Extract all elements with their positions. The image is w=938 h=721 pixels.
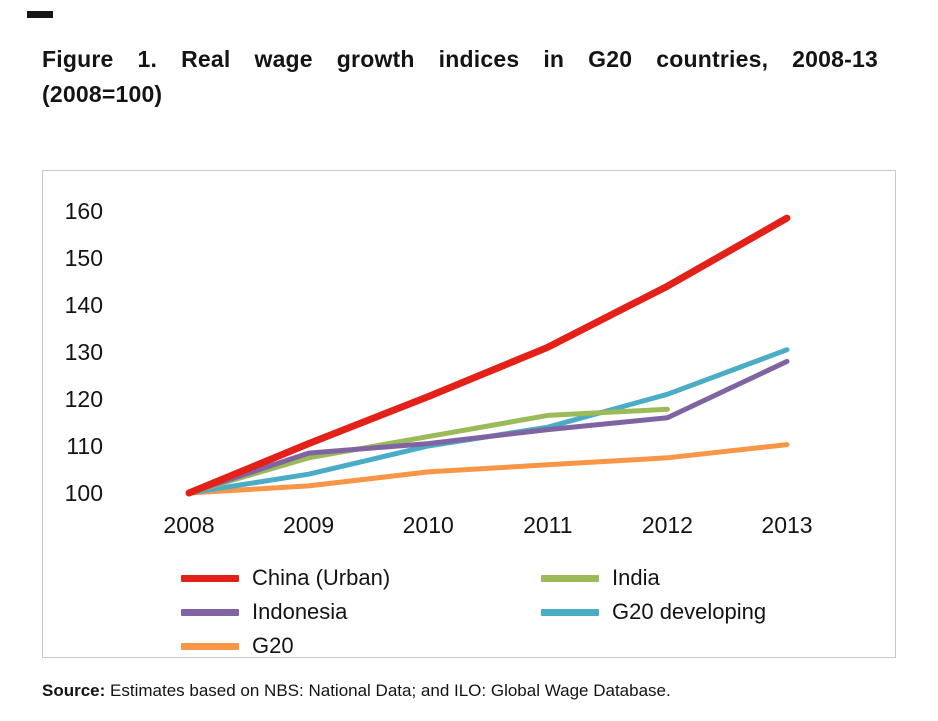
source-text: Estimates based on NBS: National Data; a… [110, 681, 671, 700]
y-tick-label: 130 [65, 339, 103, 365]
y-tick-label: 120 [65, 386, 103, 412]
legend-item-g20: G20 [181, 633, 541, 659]
legend-label-g20-developing: G20 developing [612, 599, 767, 624]
y-tick-label: 140 [65, 292, 103, 318]
series-line-india [186, 406, 670, 496]
legend-label-india: India [612, 565, 660, 590]
legend-item-g20-developing: G20 developing [541, 599, 766, 625]
figure-title-line1: Figure 1. Real wage growth indices in G2… [42, 46, 878, 72]
chart-area: 100 110 120 130 140 150 160 2008 2009 2010 2011 201… [42, 170, 896, 658]
legend-swatch-g20 [181, 642, 239, 650]
line-chart: 100 110 120 130 140 150 160 2008 2009 2010 2011 201… [65, 198, 813, 538]
legend-label-china-urban: China (Urban) [252, 565, 391, 590]
source-note: Source: Estimates based on NBS: National… [42, 681, 671, 701]
legend-item-indonesia: Indonesia [181, 599, 541, 625]
legend-swatch-india [541, 574, 599, 582]
x-tick-label: 2009 [283, 512, 334, 538]
legend-label-indonesia: Indonesia [252, 599, 348, 624]
figure-title: Figure 1. Real wage growth indices in G2… [42, 42, 878, 112]
y-tick-label: 150 [65, 245, 103, 271]
x-tick-label: 2012 [642, 512, 693, 538]
legend-swatch-china-urban [181, 574, 239, 582]
legend-item-china-urban: China (Urban) [181, 565, 541, 591]
x-tick-label: 2008 [163, 512, 214, 538]
legend-label-g20: G20 [252, 633, 294, 658]
series-line-china-urban [185, 214, 791, 497]
page-corner-mark [27, 11, 53, 18]
y-tick-label: 100 [65, 480, 103, 506]
legend-swatch-g20-developing [541, 608, 599, 616]
x-tick-label: 2010 [403, 512, 454, 538]
series-line-indonesia [186, 358, 790, 496]
source-label: Source: [42, 681, 106, 700]
figure-title-line2: (2008=100) [42, 80, 163, 107]
legend-item-india: India [541, 565, 766, 591]
chart-legend: China (Urban) India Indonesia G20 developin… [181, 565, 766, 659]
y-tick-label: 110 [66, 433, 103, 459]
x-tick-label: 2013 [761, 512, 812, 538]
legend-swatch-indonesia [181, 608, 239, 616]
y-tick-label: 160 [65, 198, 103, 224]
series-line-g20 [186, 442, 790, 496]
x-tick-label: 2011 [523, 512, 572, 538]
